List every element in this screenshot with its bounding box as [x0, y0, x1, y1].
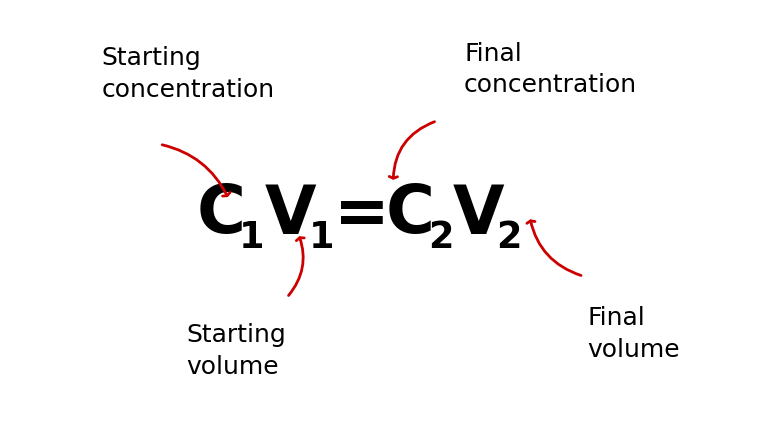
Text: 1: 1: [239, 220, 265, 257]
Text: =: =: [334, 181, 390, 248]
Text: 1: 1: [309, 220, 334, 257]
Text: C: C: [385, 181, 435, 248]
Text: Final
volume: Final volume: [587, 306, 680, 362]
Text: V: V: [265, 181, 317, 248]
Text: Starting
volume: Starting volume: [187, 323, 286, 379]
Text: Starting
concentration: Starting concentration: [101, 46, 275, 102]
Text: C: C: [197, 181, 245, 248]
Text: 2: 2: [496, 220, 522, 257]
Text: Final
concentration: Final concentration: [464, 42, 637, 97]
Text: V: V: [452, 181, 504, 248]
Text: 2: 2: [428, 220, 454, 257]
